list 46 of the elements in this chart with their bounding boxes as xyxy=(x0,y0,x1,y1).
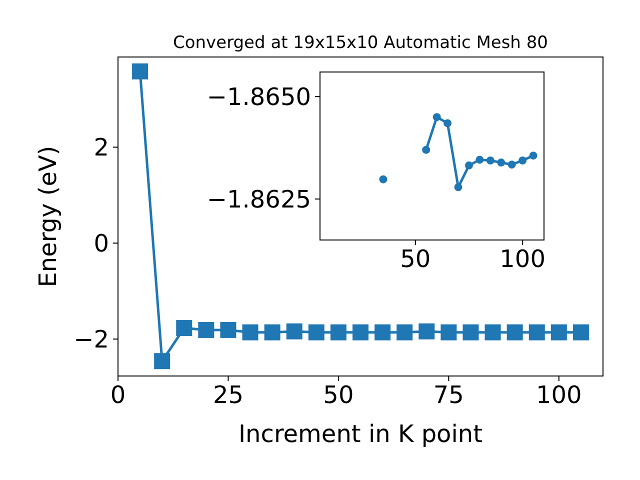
point xyxy=(506,324,523,340)
point xyxy=(497,158,506,167)
point xyxy=(286,323,302,340)
point xyxy=(242,324,258,340)
point xyxy=(264,324,280,340)
point xyxy=(132,63,148,80)
point xyxy=(440,324,457,340)
y-axis-title: Energy (eV) xyxy=(34,146,62,288)
point xyxy=(476,156,484,164)
x-tick-label: 50 xyxy=(323,381,354,410)
point xyxy=(374,324,391,340)
y-tick-label: −2 xyxy=(74,325,109,354)
point xyxy=(486,156,494,165)
point xyxy=(396,324,413,340)
y-tick-label: −1.8625 xyxy=(206,185,311,214)
y-tick-label: −1.8650 xyxy=(206,82,311,111)
x-tick-label: 100 xyxy=(536,381,582,410)
point xyxy=(462,324,479,340)
point xyxy=(154,353,170,370)
point xyxy=(529,152,538,160)
point xyxy=(432,113,441,122)
point xyxy=(518,156,527,165)
point xyxy=(352,324,368,340)
x-tick-label: 75 xyxy=(433,381,464,410)
point xyxy=(330,324,346,340)
point xyxy=(176,320,192,336)
point xyxy=(379,175,388,184)
y-tick-label: 2 xyxy=(94,134,109,162)
point xyxy=(220,322,236,338)
point xyxy=(484,324,501,340)
x-tick-label: 100 xyxy=(500,245,546,274)
point xyxy=(418,323,435,340)
x-tick-label: 50 xyxy=(400,245,431,274)
point xyxy=(454,183,462,192)
point xyxy=(572,324,589,340)
point xyxy=(508,160,516,169)
point xyxy=(444,119,452,128)
point xyxy=(528,324,545,340)
x-tick-label: 25 xyxy=(212,381,244,410)
point xyxy=(198,322,214,338)
x-axis-title: Increment in K point xyxy=(238,420,483,448)
point xyxy=(550,324,567,340)
chart-title: Converged at 19x15x10 Automatic Mesh 80 xyxy=(173,33,548,53)
point xyxy=(308,324,324,340)
point xyxy=(464,161,473,170)
point xyxy=(422,146,430,154)
